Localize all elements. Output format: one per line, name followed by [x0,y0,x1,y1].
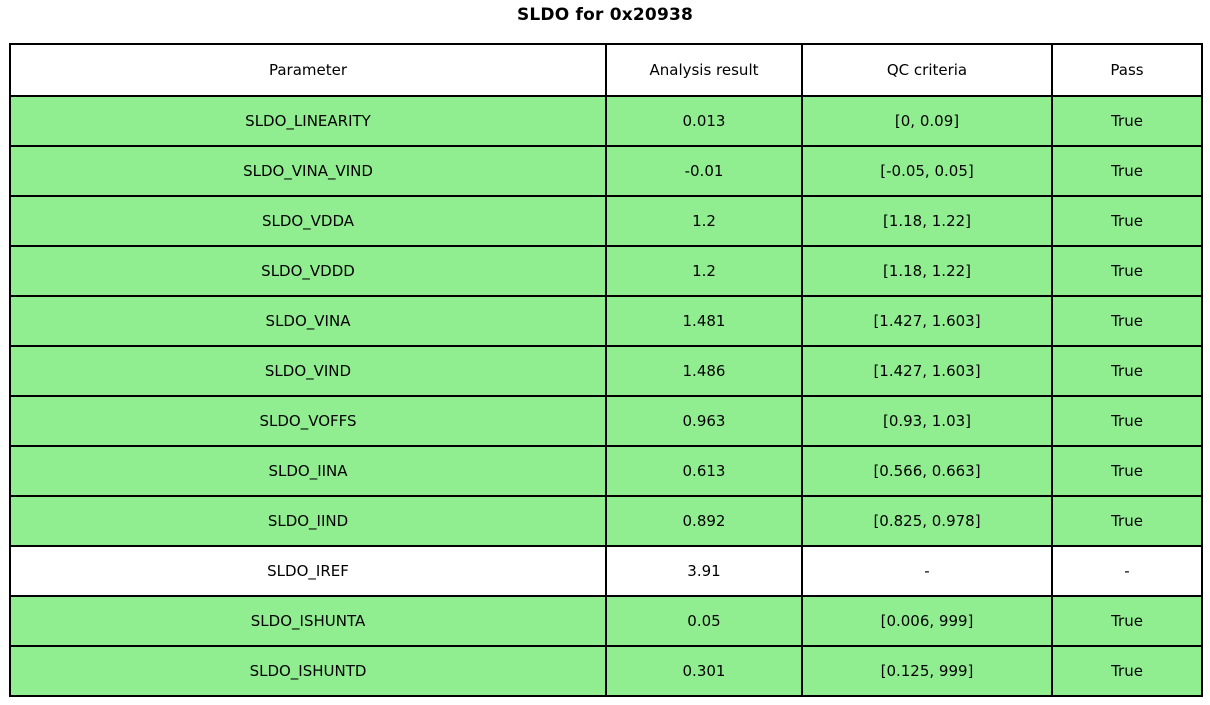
analysis-result-cell: 0.013 [605,95,803,147]
parameter-cell: SLDO_VDDD [9,245,607,297]
table-row: SLDO_IREF 3.91- - [9,545,1203,597]
pass-cell: True [1051,395,1203,447]
table-body: SLDO_LINEARITY 0.013 [0, 0.09] True SLDO_VIN… [9,95,1203,697]
qc-criteria-cell: [-0.05, 0.05] [801,145,1053,197]
qc-criteria-cell: [0.125, 999] [801,645,1053,697]
parameter-cell: SLDO_IIND [9,495,607,547]
parameter-cell: SLDO_VIND [9,345,607,397]
column-header-pass: Pass [1051,43,1203,97]
table-row: SLDO_VDDD 1.2 [1.18, 1.22] True [9,245,1203,297]
pass-cell: True [1051,495,1203,547]
column-header-analysis-result: Analysis result [605,43,803,97]
qc-criteria-cell: [0.93, 1.03] [801,395,1053,447]
analysis-result-cell: 0.892 [605,495,803,547]
table-row: SLDO_VOFFS 0.963 [0.93, 1.03] True [9,395,1203,447]
table-row: SLDO_VDDA 1.2 [1.18, 1.22] True [9,195,1203,247]
table-row: SLDO_VINA_VIND -0.01 [-0.05, 0.05] True [9,145,1203,197]
table-row: SLDO_LINEARITY 0.013 [0, 0.09] True [9,95,1203,147]
qc-criteria-cell: [1.427, 1.603] [801,295,1053,347]
analysis-result-cell: 0.963 [605,395,803,447]
analysis-result-cell: 1.481 [605,295,803,347]
column-header-qc-criteria: QC criteria [801,43,1053,97]
table-row: SLDO_IINA 0.613 [0.566, 0.663] True [9,445,1203,497]
table-header-row: Parameter Analysis result QC criteria Pa… [9,43,1203,97]
chart-title: SLDO for 0x20938 [516,5,694,25]
parameter-cell: SLDO_ISHUNTD [9,645,607,697]
parameter-cell: SLDO_IINA [9,445,607,497]
table-row: SLDO_VIND 1.486 [1.427, 1.603] True [9,345,1203,397]
table-row: SLDO_IIND 0.892 [0.825, 0.978] True [9,495,1203,547]
pass-cell: True [1051,645,1203,697]
parameter-cell: SLDO_VINA_VIND [9,145,607,197]
qc-criteria-cell: - [801,545,1053,597]
qc-results-table: Parameter Analysis result QC criteria Pa… [9,43,1203,697]
parameter-cell: SLDO_IREF [9,545,607,597]
analysis-result-cell: 0.301 [605,645,803,697]
qc-criteria-cell: [1.18, 1.22] [801,195,1053,247]
pass-cell: True [1051,145,1203,197]
pass-cell: True [1051,295,1203,347]
analysis-result-cell: 0.05 [605,595,803,647]
table-row: SLDO_ISHUNTD 0.301 [0.125, 999] True [9,645,1203,697]
analysis-result-cell: 3.91 [605,545,803,597]
qc-criteria-cell: [1.18, 1.22] [801,245,1053,297]
analysis-result-cell: 1.2 [605,245,803,297]
column-header-parameter: Parameter [9,43,607,97]
analysis-result-cell: 1.2 [605,195,803,247]
table-row: SLDO_ISHUNTA 0.05 [0.006, 999] True [9,595,1203,647]
parameter-cell: SLDO_VOFFS [9,395,607,447]
pass-cell: True [1051,345,1203,397]
parameter-cell: SLDO_LINEARITY [9,95,607,147]
analysis-result-cell: -0.01 [605,145,803,197]
analysis-result-cell: 1.486 [605,345,803,397]
table-row: SLDO_VINA 1.481 [1.427, 1.603] True [9,295,1203,347]
qc-criteria-cell: [0.006, 999] [801,595,1053,647]
parameter-cell: SLDO_ISHUNTA [9,595,607,647]
qc-criteria-cell: [0.566, 0.663] [801,445,1053,497]
pass-cell: True [1051,195,1203,247]
qc-criteria-cell: [0, 0.09] [801,95,1053,147]
pass-cell: True [1051,245,1203,297]
parameter-cell: SLDO_VDDA [9,195,607,247]
analysis-result-cell: 0.613 [605,445,803,497]
pass-cell: True [1051,95,1203,147]
qc-criteria-cell: [0.825, 0.978] [801,495,1053,547]
pass-cell: True [1051,445,1203,497]
pass-cell: True [1051,595,1203,647]
pass-cell: - [1051,545,1203,597]
parameter-cell: SLDO_VINA [9,295,607,347]
qc-criteria-cell: [1.427, 1.603] [801,345,1053,397]
